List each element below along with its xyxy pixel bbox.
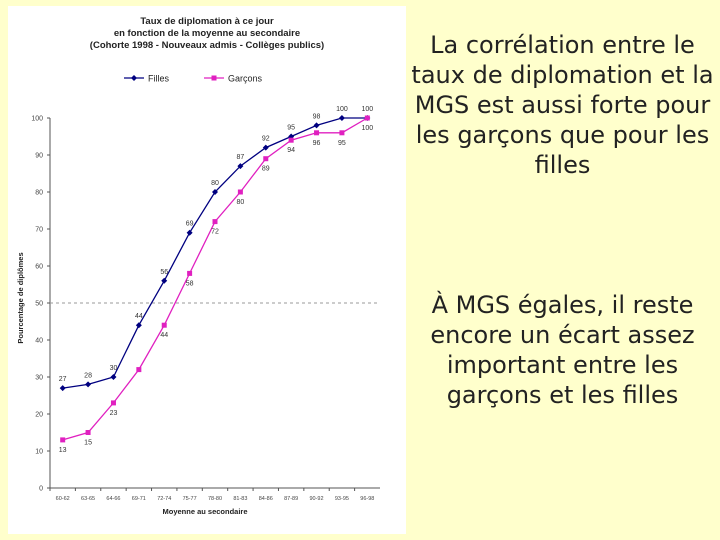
y-axis-label: Pourcentage de diplômes — [16, 252, 25, 343]
data-label: 72 — [211, 229, 219, 236]
y-tick-label: 70 — [35, 227, 43, 234]
y-tick-label: 90 — [35, 153, 43, 160]
chart-title-line-1: Taux de diplomation à ce jour — [140, 16, 274, 27]
data-point — [110, 374, 117, 380]
data-point — [288, 137, 294, 143]
y-tick-label: 80 — [35, 190, 43, 197]
data-point — [263, 156, 269, 162]
data-point — [364, 115, 370, 121]
data-label: 98 — [313, 113, 321, 120]
data-point — [338, 115, 345, 121]
x-tick-label: 87-89 — [284, 496, 298, 502]
legend-marker-0 — [131, 75, 137, 81]
x-tick-label: 78-80 — [208, 496, 222, 502]
x-tick-label: 63-65 — [81, 496, 95, 502]
x-tick-label: 72-74 — [157, 496, 171, 502]
y-tick-label: 30 — [35, 375, 43, 382]
data-label: 27 — [59, 376, 67, 383]
data-point — [161, 277, 168, 284]
x-tick-label: 69-71 — [132, 496, 146, 502]
text-ecart: À MGS égales, il reste encore un écart a… — [430, 291, 695, 409]
data-label: 56 — [160, 269, 168, 276]
text-correlation: La corrélation entre le taux de diplomat… — [411, 31, 714, 179]
data-label: 92 — [262, 136, 270, 143]
series-line-0 — [62, 117, 368, 389]
x-tick-label: 60-62 — [56, 496, 70, 502]
x-axis-label: Moyenne au secondaire — [162, 507, 247, 516]
y-tick-label: 60 — [35, 264, 43, 271]
data-point — [85, 381, 92, 388]
legend-label-0: Filles — [148, 74, 170, 84]
data-point — [237, 163, 244, 170]
x-tick-label: 96-98 — [360, 496, 374, 502]
data-point — [339, 130, 345, 136]
line-chart: 0 10 20 30 40 50 60 70 80 90 100 60-62 63-65 64-66 69-… — [16, 74, 380, 516]
legend-label-1: Garçons — [228, 74, 263, 84]
data-point — [85, 430, 91, 435]
data-label: 87 — [236, 154, 244, 161]
y-tick-label: 50 — [35, 301, 43, 308]
y-tick-label: 10 — [35, 449, 43, 456]
data-label: 44 — [135, 313, 143, 320]
chart-title-line-2: en fonction de la moyenne au secondaire — [113, 28, 301, 39]
x-tick-label: 90-92 — [309, 496, 323, 502]
data-label: 100 — [361, 106, 373, 113]
x-tick-label: 64-66 — [106, 496, 120, 502]
data-label: 13 — [59, 447, 67, 454]
series-line-1 — [62, 117, 368, 441]
data-label: 95 — [338, 140, 346, 147]
x-tick-label: 75-77 — [183, 496, 197, 502]
y-tick-label: 0 — [39, 486, 43, 493]
data-point — [314, 130, 320, 136]
data-point — [237, 189, 243, 195]
data-point — [212, 189, 218, 195]
y-tick-label: 100 — [31, 116, 43, 123]
data-label: 58 — [186, 280, 194, 287]
data-point — [135, 322, 142, 329]
data-label: 23 — [110, 410, 118, 417]
data-point — [212, 219, 218, 225]
x-tick-label: 93-95 — [335, 496, 349, 502]
data-label: 30 — [110, 365, 118, 372]
x-tick-label: 81-83 — [233, 496, 247, 502]
data-label: 15 — [84, 440, 92, 447]
data-point — [187, 270, 193, 276]
legend-marker-1 — [211, 75, 217, 81]
data-label: 28 — [84, 372, 92, 379]
data-label: 69 — [186, 221, 194, 228]
data-label: 89 — [262, 166, 270, 173]
data-label: 96 — [313, 140, 321, 147]
data-point — [110, 400, 116, 406]
data-label: 94 — [287, 147, 295, 154]
data-point — [313, 122, 320, 129]
data-label: 44 — [160, 332, 168, 339]
data-label: 80 — [211, 180, 219, 187]
y-tick-label: 20 — [35, 412, 43, 419]
data-point — [59, 385, 66, 392]
data-label: 100 — [336, 106, 348, 113]
data-point — [161, 322, 167, 328]
data-label: 80 — [236, 199, 244, 206]
data-point — [262, 144, 269, 151]
chart-panel: Taux de diplomation à ce jour en fonctio… — [8, 6, 406, 534]
data-label: 95 — [287, 125, 295, 132]
data-point — [136, 367, 142, 373]
chart-title-line-3: (Cohorte 1998 - Nouveaux admis - Collège… — [89, 40, 325, 51]
data-point — [186, 229, 193, 236]
data-point — [60, 437, 66, 443]
data-label: 100 — [361, 125, 373, 132]
y-tick-label: 40 — [35, 338, 43, 345]
x-tick-label: 84-86 — [259, 496, 273, 502]
